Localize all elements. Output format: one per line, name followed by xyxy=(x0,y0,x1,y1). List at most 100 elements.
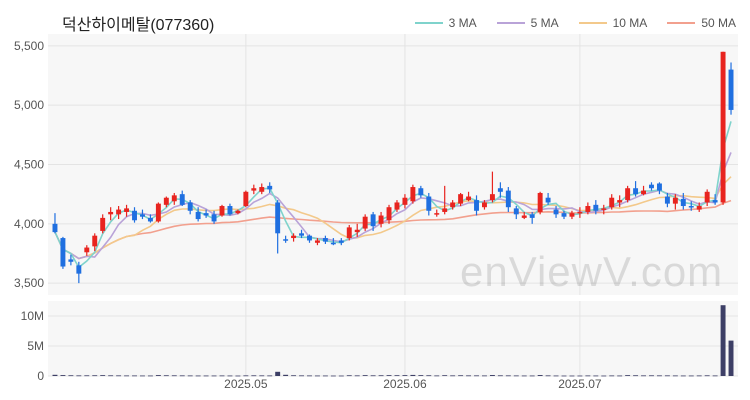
legend-item: 3 MA xyxy=(414,16,477,30)
candle-body xyxy=(601,208,607,210)
candle-body xyxy=(664,196,670,204)
volume-bar xyxy=(362,375,368,376)
volume-bar xyxy=(163,375,169,377)
candle-body xyxy=(68,259,74,262)
candle-body xyxy=(116,209,122,215)
candle-body xyxy=(108,211,114,215)
volume-bar xyxy=(139,375,145,377)
ma-line-3 xyxy=(54,121,732,269)
volume-plot-area xyxy=(48,301,738,376)
volume-bar xyxy=(251,375,257,377)
candle-body xyxy=(728,69,734,110)
candle-body xyxy=(132,210,137,221)
volume-bar xyxy=(513,375,519,377)
candle-body xyxy=(394,202,400,210)
volume-bar xyxy=(76,375,82,377)
volume-bar xyxy=(92,375,98,377)
volume-bar xyxy=(100,375,106,376)
candle-body xyxy=(283,239,289,241)
volume-bar xyxy=(418,375,424,376)
volume-bar xyxy=(664,375,670,377)
candle-body xyxy=(100,217,106,231)
legend-label: 3 MA xyxy=(448,16,477,30)
volume-bar xyxy=(458,375,464,377)
volume-bar xyxy=(704,375,710,377)
volume-bar xyxy=(187,375,193,377)
volume-tick-label: 5M xyxy=(27,339,44,353)
candle-body xyxy=(577,211,583,214)
volume-bar xyxy=(426,375,432,377)
volume-bar xyxy=(561,375,567,377)
volume-bar xyxy=(641,375,647,377)
legend-swatch xyxy=(414,22,443,24)
volume-bar xyxy=(672,375,678,377)
volume-bar xyxy=(553,375,559,377)
legend: 3 MA 5 MA 10 MA 50 MA xyxy=(414,16,736,30)
volume-bar xyxy=(219,375,225,377)
candle-body xyxy=(251,188,257,191)
candle-body xyxy=(649,184,654,189)
volume-bar xyxy=(338,375,344,377)
candle-body xyxy=(338,240,344,243)
candle-body xyxy=(76,265,82,274)
ma-line-10 xyxy=(54,176,732,260)
candle-body xyxy=(466,196,472,201)
candle-body xyxy=(625,188,631,201)
volume-bar xyxy=(434,375,440,377)
candle-body xyxy=(235,210,241,214)
candle-body xyxy=(219,206,225,216)
candle-body xyxy=(139,214,145,217)
volume-bar xyxy=(577,375,583,377)
candle-body xyxy=(617,200,623,203)
legend-label: 10 MA xyxy=(612,16,648,30)
candle-body xyxy=(545,197,551,203)
volume-bar xyxy=(354,375,360,377)
volume-bar xyxy=(569,375,575,377)
volume-bar xyxy=(378,375,384,377)
volume-bar xyxy=(712,375,718,377)
volume-bar xyxy=(625,375,631,376)
volume-bar xyxy=(617,375,623,377)
volume-bar xyxy=(609,375,615,377)
volume-bar xyxy=(394,375,400,377)
chart-title: 덕산하이메탈(077360) xyxy=(62,17,215,34)
candle-body xyxy=(124,208,130,212)
candle-body xyxy=(84,247,90,253)
candle-body xyxy=(680,198,686,207)
candle-body xyxy=(322,238,328,242)
price-tick-label: 4,000 xyxy=(14,217,44,231)
volume-bar xyxy=(291,375,297,377)
volume-bar xyxy=(696,375,702,377)
candle-body xyxy=(386,207,392,221)
volume-bar xyxy=(267,375,273,377)
volume-bar xyxy=(370,375,376,377)
ma-line-50 xyxy=(54,199,732,260)
candle-body xyxy=(434,213,440,215)
volume-bar xyxy=(171,375,177,377)
volume-bar xyxy=(474,375,479,377)
candle-body xyxy=(505,190,511,208)
volume-bar xyxy=(728,340,734,376)
volume-bar xyxy=(688,375,694,377)
candle-body xyxy=(521,215,527,218)
candle-body xyxy=(641,190,647,195)
price-tick-label: 4,500 xyxy=(14,158,44,172)
volume-bar xyxy=(649,375,654,377)
candle-body xyxy=(163,197,169,205)
volume-bar xyxy=(227,375,233,377)
candle-body xyxy=(474,200,479,211)
candle-body xyxy=(481,202,487,208)
candle-body xyxy=(147,217,153,222)
x-tick-label: 2025.07 xyxy=(558,377,602,391)
candle-body xyxy=(275,202,281,234)
legend-item: 50 MA xyxy=(667,16,736,30)
candle-body xyxy=(314,240,320,243)
volume-bar xyxy=(203,375,209,377)
volume-bar xyxy=(314,375,320,377)
candle-body xyxy=(593,204,599,211)
candle-body xyxy=(267,185,273,190)
candle-body xyxy=(537,192,543,212)
candle-body xyxy=(370,214,376,227)
